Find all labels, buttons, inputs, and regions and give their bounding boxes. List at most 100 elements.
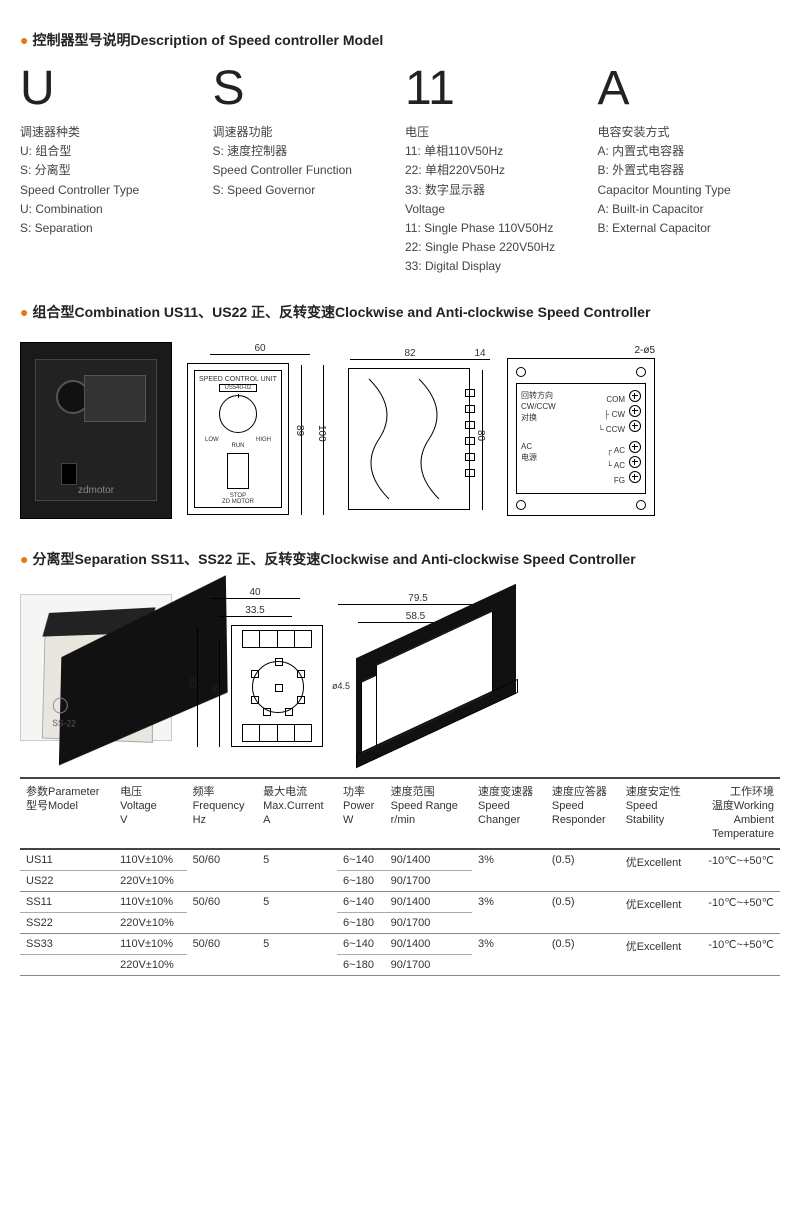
cell-power: 6~140 bbox=[337, 849, 385, 871]
combination-diagrams: zdmotor 60 SPEED CONTROL UNIT US540-02 L… bbox=[20, 342, 780, 519]
model-desc-line: B: External Capacitor bbox=[598, 219, 781, 238]
bullet-icon: ● bbox=[20, 32, 28, 48]
cell-voltage: 220V±10% bbox=[114, 870, 186, 891]
section2-title-text: 组合型Combination US11、US22 正、反转变速Clockwise… bbox=[32, 304, 650, 320]
bullet-icon: ● bbox=[20, 304, 28, 320]
dim-795: 79.5 bbox=[403, 593, 433, 604]
cell-voltage: 110V±10% bbox=[114, 933, 186, 954]
model-desc-line: 22: Single Phase 220V50Hz bbox=[405, 238, 588, 257]
table-header: 功率PowerW bbox=[337, 778, 385, 849]
label-plate bbox=[84, 375, 146, 422]
cell-responder: (0.5) bbox=[546, 933, 620, 975]
ss-model-label: SS-22 bbox=[52, 718, 76, 729]
dim-63: 63 bbox=[187, 677, 198, 688]
section3-title-text: 分离型Separation SS11、SS22 正、反转变速Clockwise … bbox=[32, 551, 635, 567]
table-header: 频率FrequencyHz bbox=[187, 778, 258, 849]
model-desc-line: 电容安装方式 bbox=[598, 123, 781, 142]
us-wiring-diagram: 回转方向CW/CCW对换 COM ├ CW └ CCW AC电源 ┌ AC └ … bbox=[507, 358, 655, 516]
model-col: U调速器种类U: 组合型S: 分离型Speed Controller TypeU… bbox=[20, 65, 203, 277]
section-title-separation: ●分离型Separation SS11、SS22 正、反转变速Clockwise… bbox=[20, 549, 780, 569]
model-desc-line: U: Combination bbox=[20, 200, 203, 219]
switch-icon bbox=[61, 463, 77, 485]
table-row: SS11110V±10%50/6056~14090/14003%(0.5)优Ex… bbox=[20, 891, 780, 912]
dim-335: 33.5 bbox=[240, 605, 270, 616]
cell-freq: 50/60 bbox=[187, 849, 258, 892]
cell-power: 6~180 bbox=[337, 912, 385, 933]
table-row: US11110V±10%50/6056~14090/14003%(0.5)优Ex… bbox=[20, 849, 780, 871]
section-title-combination: ●组合型Combination US11、US22 正、反转变速Clockwis… bbox=[20, 302, 780, 322]
model-desc-line: Capacitor Mounting Type bbox=[598, 181, 781, 200]
cell-power: 6~140 bbox=[337, 891, 385, 912]
us-product-photo: zdmotor bbox=[20, 342, 172, 519]
table-header: 最大电流Max.CurrentA bbox=[257, 778, 337, 849]
model-desc-line: B: 外置式电容器 bbox=[598, 161, 781, 180]
dim-14: 14 bbox=[472, 348, 488, 359]
section-title-model-desc: ●控制器型号说明Description of Speed controller … bbox=[20, 30, 780, 50]
cell-range: 90/1700 bbox=[385, 912, 472, 933]
model-letter: A bbox=[598, 65, 781, 113]
cell-model: US11 bbox=[20, 849, 114, 871]
table-header: 参数Parameter型号Model bbox=[20, 778, 114, 849]
cell-model: SS22 bbox=[20, 912, 114, 933]
cell-voltage: 110V±10% bbox=[114, 849, 186, 871]
dim-100: 100 bbox=[316, 425, 327, 442]
us-wiring-diagram-wrap: 2-ø5 回转方向CW/CCW对换 COM ├ CW └ CCW AC电源 ┌ bbox=[507, 345, 655, 516]
dim-hole-45: ø4.5 bbox=[332, 681, 350, 691]
cell-current: 5 bbox=[257, 891, 337, 933]
table-header: 速度应答器SpeedResponder bbox=[546, 778, 620, 849]
ss-side-wrap: 79.5 58.5 bbox=[338, 595, 498, 741]
cell-range: 90/1700 bbox=[385, 954, 472, 975]
model-desc-line: Speed Controller Function bbox=[213, 161, 396, 180]
dim-80: 80 bbox=[475, 430, 486, 441]
cell-responder: (0.5) bbox=[546, 849, 620, 892]
us-front-diagram: SPEED CONTROL UNIT US540-02 LOW HIGH RUN… bbox=[187, 363, 289, 515]
cell-power: 6~180 bbox=[337, 954, 385, 975]
low-label: LOW bbox=[205, 437, 219, 443]
model-desc-line: 电压 bbox=[405, 123, 588, 142]
model-desc-line: S: 速度控制器 bbox=[213, 142, 396, 161]
model-col: S调速器功能S: 速度控制器Speed Controller FunctionS… bbox=[213, 65, 396, 277]
model-desc-line: A: Built-in Capacitor bbox=[598, 200, 781, 219]
cell-current: 5 bbox=[257, 933, 337, 975]
high-label: HIGH bbox=[256, 437, 271, 443]
dim-82: 82 bbox=[395, 348, 425, 359]
model-desc-line: U: 组合型 bbox=[20, 142, 203, 161]
zdmotor-label: ZD MOTOR bbox=[195, 499, 281, 505]
dim-hole: 2-ø5 bbox=[634, 345, 655, 356]
dim-585: 58.5 bbox=[401, 611, 431, 622]
cell-range: 90/1400 bbox=[385, 891, 472, 912]
cell-voltage: 220V±10% bbox=[114, 954, 186, 975]
model-desc-line: 33: 数字显示器 bbox=[405, 181, 588, 200]
model-desc-line: 33: Digital Display bbox=[405, 257, 588, 276]
us-front-diagram-wrap: 60 SPEED CONTROL UNIT US540-02 LOW HIGH … bbox=[187, 345, 333, 515]
us-side-diagram-wrap: 82 14 80 bbox=[348, 350, 492, 510]
model-desc-line: 调速器功能 bbox=[213, 123, 396, 142]
cell-model: SS11 bbox=[20, 891, 114, 912]
cell-model: SS33 bbox=[20, 933, 114, 954]
table-header: 速度范围Speed Ranger/min bbox=[385, 778, 472, 849]
model-desc-line: A: 内置式电容器 bbox=[598, 142, 781, 161]
dim-40: 40 bbox=[240, 587, 270, 598]
model-desc-line: S: Speed Governor bbox=[213, 181, 396, 200]
dim-89: 89 bbox=[294, 425, 305, 436]
model-letter: U bbox=[20, 65, 203, 113]
cell-stability: 优Excellent bbox=[620, 891, 695, 933]
unit-label: SPEED CONTROL UNIT US540-02 bbox=[195, 376, 281, 391]
spec-table: 参数Parameter型号Model电压VoltageV频率FrequencyH… bbox=[20, 777, 780, 976]
bullet-icon: ● bbox=[20, 551, 28, 567]
dim-58: 58 bbox=[209, 684, 220, 695]
cell-voltage: 110V±10% bbox=[114, 891, 186, 912]
model-desc-line: 11: 单相110V50Hz bbox=[405, 142, 588, 161]
cell-model bbox=[20, 954, 114, 975]
model-desc-line: S: Separation bbox=[20, 219, 203, 238]
cell-power: 6~140 bbox=[337, 933, 385, 954]
table-header: 速度安定性SpeedStability bbox=[620, 778, 695, 849]
cell-range: 90/1400 bbox=[385, 849, 472, 871]
model-code-row: U调速器种类U: 组合型S: 分离型Speed Controller TypeU… bbox=[20, 65, 780, 277]
model-desc-line: Voltage bbox=[405, 200, 588, 219]
brand-text: zdmotor bbox=[36, 485, 156, 496]
model-letter: 11 bbox=[405, 65, 588, 113]
cell-changer: 3% bbox=[472, 849, 546, 892]
model-desc-line: 调速器种类 bbox=[20, 123, 203, 142]
cell-range: 90/1700 bbox=[385, 870, 472, 891]
